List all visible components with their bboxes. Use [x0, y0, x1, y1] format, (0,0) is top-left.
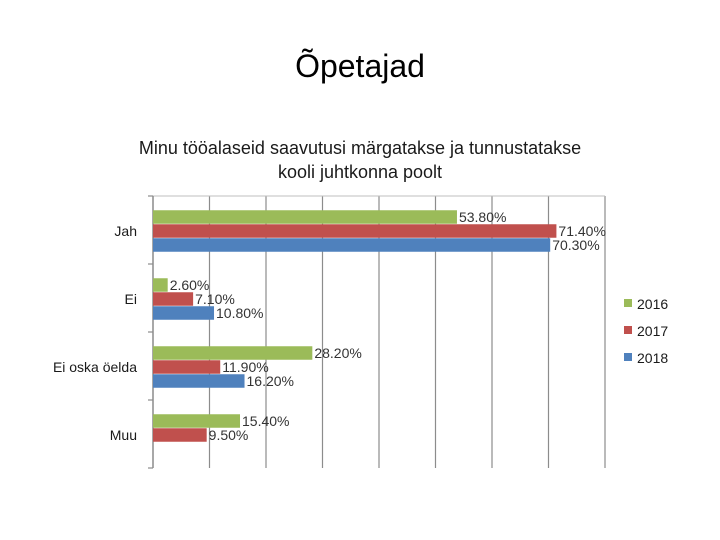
- bar-2016: [153, 278, 168, 292]
- category-label: Ei oska öelda: [53, 359, 137, 375]
- legend-swatch-2017: [624, 326, 632, 334]
- data-label: 71.40%: [558, 223, 605, 239]
- bar-2018: [153, 374, 245, 388]
- category-label: Jah: [114, 223, 137, 239]
- data-label: 11.90%: [222, 359, 268, 375]
- bar-2017: [153, 428, 207, 442]
- data-label: 70.30%: [552, 237, 599, 253]
- category-label: Muu: [110, 427, 137, 443]
- data-label: 9.50%: [209, 427, 249, 443]
- bar-2017: [153, 224, 557, 238]
- bar-2017: [153, 292, 194, 306]
- legend-swatch-2018: [624, 353, 632, 361]
- data-label: 28.20%: [314, 345, 361, 361]
- bar-2016: [153, 414, 241, 428]
- data-label: 10.80%: [216, 305, 263, 321]
- legend-label: 2017: [637, 323, 668, 339]
- bar-2016: [153, 346, 313, 360]
- slide-title: Õpetajad: [295, 48, 425, 84]
- bar-2018: [153, 306, 215, 320]
- chart-title-line-1: Minu tööalaseid saavutusi märgatakse ja …: [138, 138, 582, 158]
- bar-2018: [153, 238, 551, 252]
- data-label: 7.10%: [195, 291, 235, 307]
- data-label: 16.20%: [247, 373, 294, 389]
- category-label: Ei: [125, 291, 137, 307]
- legend-swatch-2016: [624, 299, 632, 307]
- chart-title: Minu tööalaseid saavutusi märgatakse ja …: [110, 136, 610, 184]
- data-label: 15.40%: [242, 413, 289, 429]
- bar-2016: [153, 210, 457, 224]
- legend-label: 2016: [637, 296, 668, 312]
- legend-label: 2018: [637, 350, 668, 366]
- data-label: 2.60%: [170, 277, 210, 293]
- bar-2017: [153, 360, 221, 374]
- chart-title-line-2: kooli juhtkonna poolt: [277, 162, 443, 182]
- data-label: 53.80%: [459, 209, 506, 225]
